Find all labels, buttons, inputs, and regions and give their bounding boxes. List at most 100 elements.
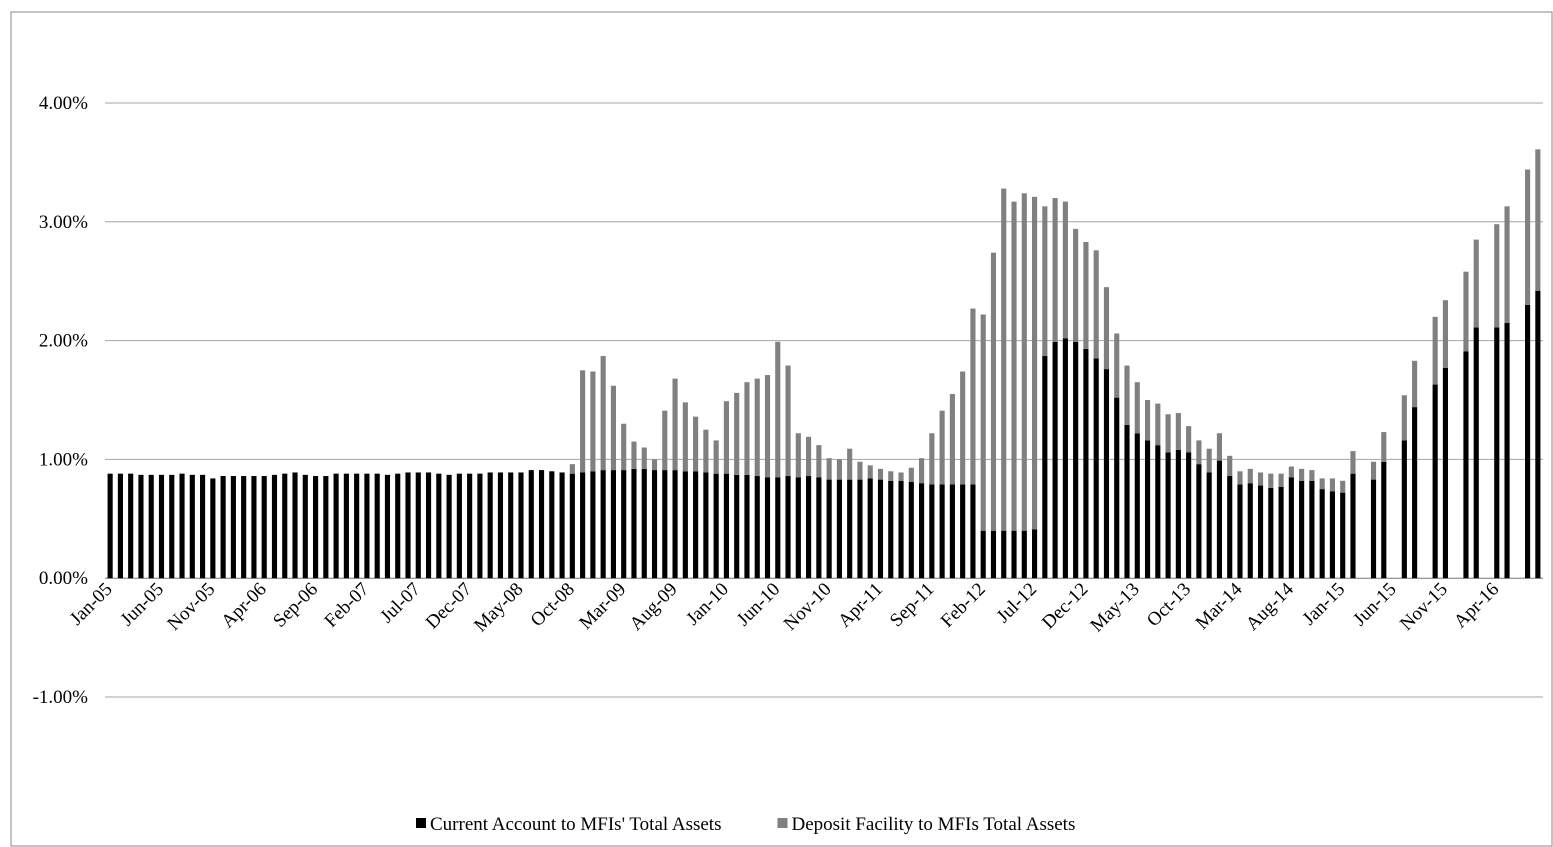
bar-segment: [744, 382, 750, 475]
bar-segment: [1463, 271, 1469, 352]
bar-segment: [107, 473, 113, 579]
bar-segment: [898, 472, 904, 481]
bar-segment: [590, 371, 596, 472]
bar-segment: [621, 470, 627, 579]
bar-segment: [651, 459, 658, 471]
bar-segment: [1442, 367, 1448, 579]
bar-segment: [569, 473, 575, 579]
bar-segment: [908, 481, 914, 579]
bar-segment: [549, 471, 555, 579]
bar-segment: [929, 484, 935, 579]
bar-segment: [1473, 239, 1479, 328]
bar-segment: [1473, 327, 1479, 579]
bar-segment: [857, 461, 863, 480]
bar-segment: [764, 375, 771, 478]
bar-segment: [1268, 487, 1274, 579]
bar-segment: [610, 385, 617, 471]
bar-segment: [970, 484, 976, 579]
bar-segment: [610, 470, 617, 579]
bar-segment: [230, 476, 236, 579]
bar-segment: [1144, 400, 1151, 441]
bar-segment: [939, 484, 945, 579]
bar-segment: [446, 474, 452, 579]
bar-segment: [1021, 193, 1027, 531]
bar-segment: [312, 476, 319, 579]
bar-segment: [806, 476, 812, 579]
bar-segment: [785, 365, 791, 477]
legend: Current Account to MFIs' Total Assets Dep…: [416, 814, 1075, 835]
bar-segment: [857, 479, 863, 579]
bar-segment: [816, 477, 822, 579]
bar-segment: [1370, 479, 1377, 579]
bar-segment: [847, 479, 853, 579]
bar-segment: [1124, 365, 1130, 425]
bar-segment: [795, 477, 801, 579]
bar-segment: [354, 473, 360, 579]
bar-segment: [1042, 356, 1048, 579]
bar-segment: [508, 472, 514, 579]
bar-segment: [775, 341, 781, 478]
bar-segment: [282, 473, 288, 579]
bar-segment: [1073, 228, 1079, 342]
bar-segment: [425, 472, 432, 579]
bar-segment: [929, 433, 935, 485]
bar-segment: [1227, 455, 1233, 477]
bar-segment: [723, 473, 729, 579]
bar-segment: [1257, 485, 1264, 579]
bar-segment: [1134, 382, 1140, 434]
bar-segment: [734, 392, 740, 475]
bar-segment: [1268, 473, 1274, 488]
bar-segment: [1011, 201, 1017, 531]
bar-segment: [693, 471, 699, 579]
bar-segment: [1216, 433, 1223, 461]
bar-segment: [200, 474, 206, 579]
bar-segment: [1329, 491, 1336, 579]
bar-segment: [148, 474, 154, 579]
bar-segment: [847, 448, 853, 480]
bar-segment: [1001, 188, 1007, 531]
bar-segment: [662, 470, 668, 579]
bar-segment: [343, 473, 349, 579]
bar-segment: [713, 473, 719, 579]
legend-swatch: [416, 818, 426, 828]
bar-segment: [1155, 445, 1161, 579]
bar-segment: [1073, 341, 1079, 579]
bar-segment: [1350, 451, 1356, 474]
bar-segment: [641, 468, 647, 579]
bar-segment: [672, 378, 678, 471]
bar-segment: [1247, 483, 1253, 579]
bar-segment: [1196, 440, 1202, 465]
bar-segment: [1340, 480, 1346, 493]
bar-segment: [877, 479, 884, 579]
bar-segment: [1103, 287, 1110, 370]
bar-segment: [867, 478, 873, 579]
bar-segment: [877, 468, 884, 480]
bar-segment: [251, 476, 257, 579]
bar-segment: [703, 429, 709, 473]
bar-segment: [806, 436, 812, 477]
bar-segment: [374, 473, 380, 579]
bar-segment: [1144, 440, 1151, 579]
bar-segment: [949, 484, 955, 579]
bar-segment: [785, 476, 791, 579]
bar-segment: [1504, 206, 1510, 323]
y-tick-label: 3.00%: [39, 212, 88, 233]
bar-segment: [436, 473, 442, 579]
bar-segment: [395, 473, 401, 579]
bar-segment: [569, 464, 575, 474]
bar-segment: [580, 472, 586, 579]
bar-segment: [1370, 461, 1377, 480]
bar-segment: [1381, 461, 1387, 579]
legend-swatch: [777, 818, 788, 828]
bar-segment: [682, 471, 688, 579]
bar-segment: [960, 371, 966, 485]
bar-segment: [528, 470, 534, 579]
bar-segment: [580, 370, 586, 473]
bar-segment: [1062, 201, 1068, 339]
bar-segment: [1042, 206, 1048, 357]
bar-segment: [600, 356, 606, 471]
bar-segment: [1442, 300, 1448, 368]
bar-segment: [405, 472, 411, 579]
legend-label: Deposit Facility to MFIs Total Assets: [792, 814, 1076, 835]
